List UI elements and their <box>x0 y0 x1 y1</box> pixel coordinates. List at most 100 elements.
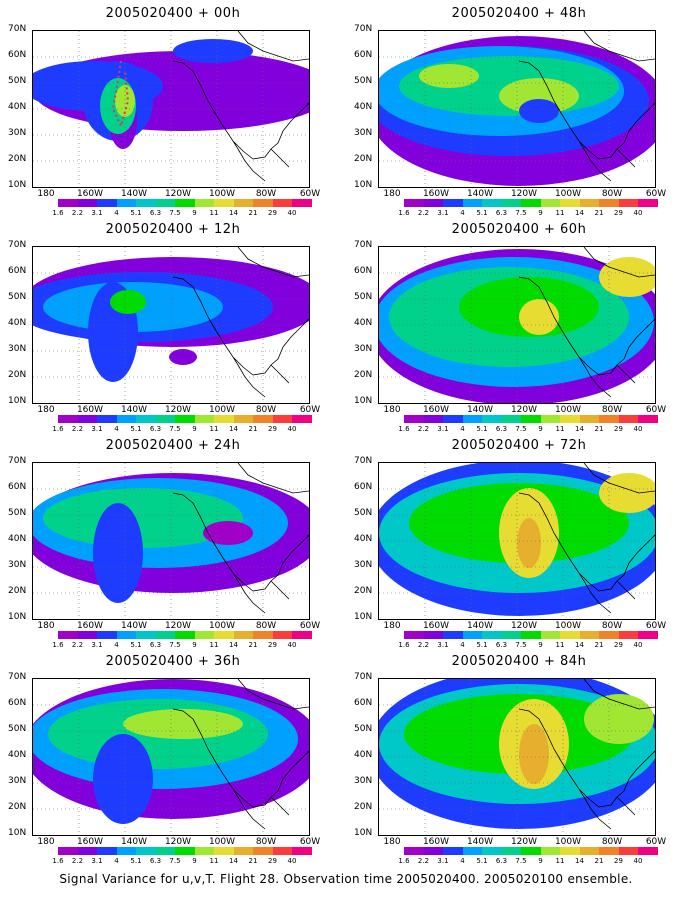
colorbar-swatch <box>155 631 176 639</box>
colorbar-label: 21 <box>248 209 258 217</box>
colorbar-label: 14 <box>229 857 238 865</box>
colorbar-label: 7.5 <box>169 857 181 865</box>
colorbar-label: 6.3 <box>149 857 162 865</box>
longitude-label: 140W <box>120 405 148 415</box>
colorbar-label: 14 <box>575 857 584 865</box>
colorbar-swatch <box>443 631 463 639</box>
colorbar-label: 9 <box>538 857 543 865</box>
coastline <box>518 247 655 398</box>
colorbar-label: 21 <box>248 857 258 865</box>
colorbar-label: 21 <box>594 209 604 217</box>
coastline <box>172 247 309 398</box>
colorbar-label: 4 <box>460 209 465 217</box>
colorbar-label: 4 <box>114 641 119 649</box>
longitude-label: 100W <box>554 621 582 631</box>
colorbar-label: 9 <box>192 857 197 865</box>
colorbar-swatch <box>233 199 254 207</box>
colorbar-swatch <box>423 631 444 639</box>
longitude-label: 180 <box>37 837 55 847</box>
longitude-label: 140W <box>120 621 148 631</box>
colorbar-label: 11 <box>209 425 219 433</box>
colorbar-swatch <box>599 631 619 639</box>
colorbar-label: 40 <box>287 857 297 865</box>
figure-caption: Signal Variance for u,v,T. Flight 28. Ob… <box>59 872 633 886</box>
colorbar-swatch <box>482 631 502 639</box>
latitude-label: 50N <box>8 76 27 86</box>
colorbar-swatch <box>253 847 273 855</box>
latitude-label: 20N <box>8 586 27 596</box>
latitude-label: 40N <box>354 750 373 760</box>
latitude-label: 20N <box>354 370 373 380</box>
panel-title: 2005020400 + 24h <box>105 438 241 453</box>
longitude-label: 160W <box>422 405 450 415</box>
latitude-label: 50N <box>354 508 373 518</box>
colorbar-swatch <box>97 199 117 207</box>
colorbar-label: 5.1 <box>476 857 488 865</box>
coastline <box>518 679 655 830</box>
colorbar-swatch <box>272 415 293 423</box>
variance-contour <box>519 299 559 335</box>
colorbar-swatch <box>292 631 312 639</box>
colorbar-label: 21 <box>594 641 604 649</box>
longitude-label: 80W <box>601 621 623 631</box>
colorbar-label: 5.1 <box>476 425 488 433</box>
colorbar-swatch <box>58 199 78 207</box>
longitude-label: 120W <box>510 621 538 631</box>
colorbar-swatch <box>77 415 98 423</box>
colorbar-label: 3.1 <box>437 209 449 217</box>
colorbar <box>404 847 658 855</box>
colorbar-swatch <box>253 415 273 423</box>
latitude-label: 10N <box>354 396 373 406</box>
panel-title: 2005020400 + 72h <box>451 438 587 453</box>
colorbar-label: 11 <box>209 857 219 865</box>
latitude-label: 30N <box>8 560 27 570</box>
latitude-label: 10N <box>8 828 27 838</box>
colorbar-label: 7.5 <box>515 641 527 649</box>
latitude-label: 60N <box>8 482 27 492</box>
latitude-label: 30N <box>8 776 27 786</box>
latitude-label: 70N <box>354 240 373 250</box>
longitude-label: 160W <box>76 189 104 199</box>
latitude-label: 40N <box>8 534 27 544</box>
colorbar-label: 21 <box>594 425 604 433</box>
colorbar-swatch <box>404 415 424 423</box>
latitude-label: 50N <box>8 508 27 518</box>
longitude-label: 180 <box>37 405 55 415</box>
map-canvas <box>33 679 309 835</box>
colorbar-label: 3.1 <box>437 641 449 649</box>
longitude-label: 140W <box>466 189 494 199</box>
colorbar-swatch <box>77 631 98 639</box>
colorbar-swatch <box>155 199 176 207</box>
map-panel: 2005020400 + 24h 70N 60N 50N 40N 30N 20N 10N 180… <box>0 432 346 649</box>
latitude-label: 20N <box>8 802 27 812</box>
longitude-label: 60W <box>299 405 321 415</box>
colorbar-swatch <box>462 415 483 423</box>
colorbar-label: 6.3 <box>149 209 162 217</box>
colorbar-swatch <box>638 199 658 207</box>
latitude-label: 60N <box>354 50 373 60</box>
latitude-label: 30N <box>354 560 373 570</box>
latitude-label: 60N <box>354 698 373 708</box>
colorbar-swatch <box>77 199 98 207</box>
colorbar-swatch <box>136 847 156 855</box>
colorbar-swatch <box>462 847 483 855</box>
colorbar-swatch <box>540 415 561 423</box>
colorbar-label: 7.5 <box>169 425 181 433</box>
longitude-label: 60W <box>299 189 321 199</box>
colorbar-swatch <box>521 631 541 639</box>
latitude-label: 10N <box>8 396 27 406</box>
colorbar-label: 3.1 <box>437 425 449 433</box>
colorbar-label: 11 <box>555 641 565 649</box>
latitude-label: 30N <box>354 344 373 354</box>
longitude-label: 180 <box>383 405 401 415</box>
colorbar-label: 11 <box>555 857 565 865</box>
latitude-label: 50N <box>354 76 373 86</box>
colorbar-swatch <box>136 415 156 423</box>
colorbar-swatch <box>462 199 483 207</box>
latitude-label: 30N <box>8 128 27 138</box>
colorbar-swatch <box>116 631 137 639</box>
longitude-label: 120W <box>164 621 192 631</box>
coastline <box>172 31 309 182</box>
variance-contour <box>599 257 655 297</box>
colorbar-label: 14 <box>575 425 584 433</box>
